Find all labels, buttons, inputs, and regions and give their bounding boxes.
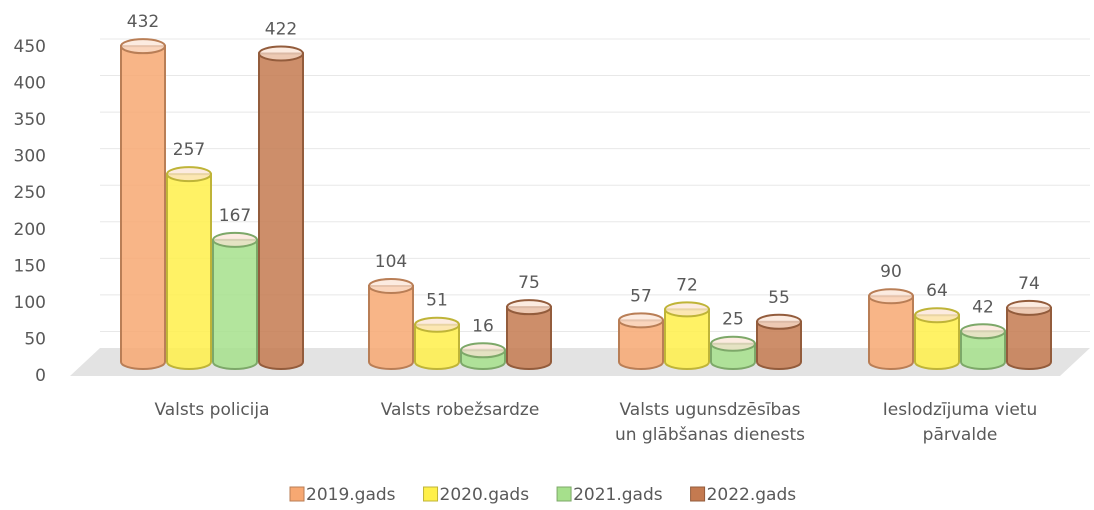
- cylinder: [212, 238, 258, 370]
- data-label: 422: [265, 19, 297, 39]
- legend-label: 2022.gads: [707, 485, 797, 505]
- y-tick-label: 50: [24, 329, 46, 349]
- cylinder-top: [258, 45, 304, 62]
- legend-swatch: [556, 486, 572, 502]
- data-label: 57: [630, 286, 652, 306]
- cylinder-top: [710, 335, 756, 352]
- legend-swatch: [423, 486, 439, 502]
- cylinder: [756, 320, 802, 370]
- cylinder-top: [618, 312, 664, 329]
- floor: [70, 348, 1090, 376]
- data-label: 51: [426, 291, 448, 311]
- data-label: 55: [768, 288, 790, 308]
- y-tick-label: 150: [14, 256, 46, 276]
- data-label: 64: [926, 281, 948, 301]
- cylinder: [914, 314, 960, 370]
- cylinder-top: [166, 166, 212, 183]
- x-tick-label: Valsts policija: [154, 400, 269, 420]
- data-label: 104: [375, 252, 407, 272]
- y-tick-label: 350: [14, 110, 46, 130]
- cylinder: [414, 323, 460, 370]
- label-line: Valsts ugunsdzēsības: [619, 400, 800, 420]
- y-tick-label: 400: [14, 74, 46, 94]
- cylinder-top: [1006, 299, 1052, 316]
- cylinder-top: [664, 301, 710, 318]
- data-label: 75: [518, 273, 540, 293]
- cylinder-top: [212, 231, 258, 248]
- cylinder-top: [460, 342, 506, 359]
- cylinder-top: [506, 299, 552, 316]
- cylinder-top: [368, 277, 414, 294]
- data-label: 257: [173, 140, 205, 160]
- cylinder: [960, 330, 1006, 370]
- x-tick-label: Ieslodzījuma vietu pārvalde: [883, 400, 1037, 445]
- cylinder-top: [914, 307, 960, 324]
- x-tick-label: Valsts ugunsdzēsības un glābšanas dienest…: [615, 400, 805, 445]
- cylinder-top: [756, 313, 802, 330]
- cylinder: [618, 319, 664, 370]
- label-line: Ieslodzījuma vietu: [883, 400, 1037, 420]
- cylinder: [664, 308, 710, 370]
- cylinder: [166, 173, 212, 370]
- data-label: 167: [219, 206, 251, 226]
- label-line: pārvalde: [923, 425, 998, 445]
- y-tick-label: 250: [14, 183, 46, 203]
- cylinder-top: [868, 288, 914, 305]
- data-label: 432: [127, 12, 159, 32]
- y-tick-label: 0: [35, 366, 46, 386]
- data-label: 16: [472, 316, 494, 336]
- x-tick-label: Valsts robežsardze: [381, 400, 540, 420]
- legend-label: 2021.gads: [573, 485, 663, 505]
- y-tick-label: 100: [14, 293, 46, 313]
- cylinder: [368, 284, 414, 370]
- cylinder-top: [960, 323, 1006, 340]
- cylinder: [868, 295, 914, 370]
- cylinder-top: [414, 316, 460, 333]
- data-label: 25: [722, 310, 744, 330]
- data-label: 72: [676, 275, 698, 295]
- y-tick-label: 300: [14, 147, 46, 167]
- y-tick-label: 450: [14, 37, 46, 57]
- cylinder: [258, 52, 304, 370]
- legend-label: 2020.gads: [440, 485, 530, 505]
- label-line: un glābšanas dienests: [615, 425, 805, 445]
- cylinder: [506, 306, 552, 370]
- data-label: 74: [1018, 274, 1040, 294]
- cylinder: [120, 45, 166, 370]
- legend-swatch: [289, 486, 305, 502]
- y-tick-label: 200: [14, 220, 46, 240]
- legend-swatch: [690, 486, 706, 502]
- data-label: 90: [880, 262, 902, 282]
- cylinder-top: [120, 38, 166, 55]
- cylinder: [1006, 306, 1052, 370]
- data-label: 42: [972, 297, 994, 317]
- legend-label: 2019.gads: [306, 485, 396, 505]
